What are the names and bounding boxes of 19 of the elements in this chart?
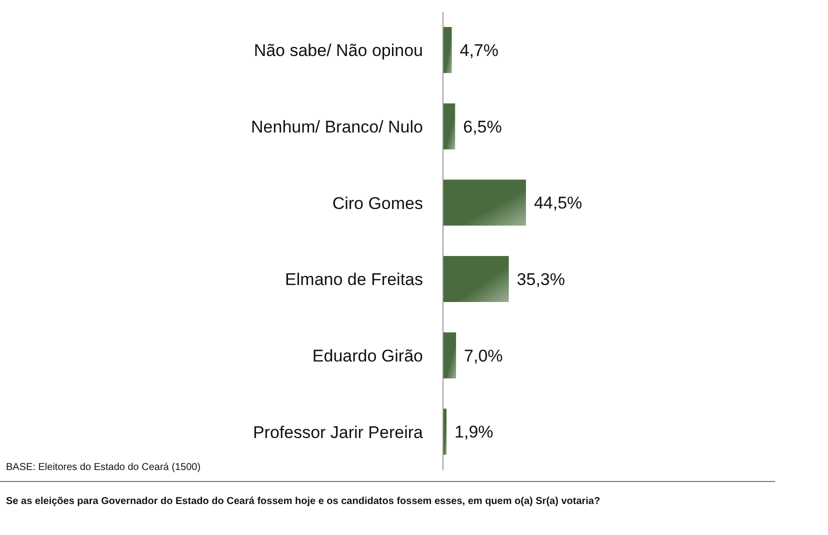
y-tick-label: Não sabe/ Não opinou: [254, 41, 423, 60]
data-label: 35,3%: [516, 270, 566, 289]
y-tick-label: Ciro Gomes: [332, 194, 423, 213]
y-tick-label: Elmano de Freitas: [285, 270, 423, 290]
data-label: 6,5%: [463, 117, 502, 136]
y-tick-label: Nenhum/ Branco/ Nulo: [251, 118, 423, 137]
bar: [443, 332, 456, 378]
y-tick-label: Eduardo Girão: [312, 346, 423, 366]
data-label: 7,0%: [464, 346, 503, 366]
bar: [443, 180, 526, 226]
text: BASE: Eleitores do Estado do Ceará (1500): [6, 462, 201, 473]
data-label: 4,7%: [460, 40, 499, 60]
bar: [443, 256, 509, 302]
bar: [443, 103, 456, 150]
data-label: 44,5%: [534, 194, 582, 213]
y-tick-label: Professor Jarir Pereira: [252, 422, 424, 442]
bar: [443, 27, 452, 73]
data-label: 1,9%: [454, 422, 494, 442]
text: Se as eleições para Governador do Estado do Ceará fossem hoje e os candidatos fossem esses, em quem o(a) Sr(a) votaria?: [6, 496, 600, 507]
